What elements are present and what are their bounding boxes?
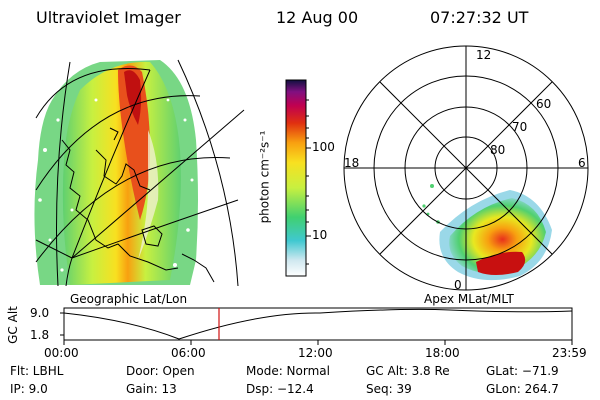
colorbar-tick-10: 10: [312, 228, 328, 242]
mlt-label-12: 12: [476, 48, 492, 62]
lat-label-70: 70: [512, 120, 528, 134]
ip-info: IP: 9.0: [10, 382, 48, 396]
instrument-title: Ultraviolet Imager: [36, 8, 181, 27]
geo-grid: [35, 59, 245, 287]
time-tick-0600: 06:00: [171, 346, 206, 360]
sequence-info: Seq: 39: [366, 382, 412, 396]
polar-plot: [343, 45, 589, 291]
colorbar-unit-label: photon cm⁻²s⁻¹: [257, 130, 272, 224]
altitude-axis-label: GC Alt: [5, 306, 20, 344]
geo-emission-white: [138, 130, 159, 260]
door-info: Door: Open: [126, 364, 195, 378]
polar-spokes: [344, 46, 588, 290]
mlt-label-18: 18: [344, 156, 360, 170]
dsp-info: Dsp: −12.4: [246, 382, 314, 396]
colorbar-ticks: [306, 99, 311, 265]
gc-altitude-info: GC Alt: 3.8 Re: [366, 364, 450, 378]
geographic-panel-label: Geographic Lat/Lon: [70, 292, 188, 306]
geo-emission-peak: [124, 70, 142, 125]
observation-date: 12 Aug 00: [276, 8, 359, 27]
time-tick-0000: 00:00: [44, 346, 79, 360]
geo-emission-band: [62, 61, 181, 285]
time-tick-1200: 12:00: [298, 346, 333, 360]
mlt-label-0: 0: [454, 278, 462, 292]
colorbar-tick-100: 100: [312, 140, 335, 154]
altitude-plot: [60, 307, 573, 345]
altitude-ytick-1-8: 1.8: [30, 328, 50, 342]
geographic-map: [34, 59, 245, 287]
mode-info: Mode: Normal: [246, 364, 330, 378]
time-tick-2359: 23:59: [552, 346, 587, 360]
filter-info: Flt: LBHL: [10, 364, 64, 378]
observation-time: 07:27:32 UT: [430, 8, 529, 27]
geo-speckle: [38, 98, 194, 272]
altitude-ticks: [60, 312, 573, 345]
glat-info: GLat: −71.9: [486, 364, 559, 378]
geo-emission-core: [118, 65, 150, 220]
colorbar: [285, 79, 307, 277]
lat-label-80: 80: [490, 143, 506, 157]
geo-coastline: [61, 127, 215, 283]
gain-info: Gain: 13: [126, 382, 177, 396]
mlt-label-6: 6: [578, 156, 586, 170]
glon-info: GLon: 264.7: [486, 382, 559, 396]
altitude-ytick-9: 9.0: [30, 306, 50, 320]
time-tick-1800: 18:00: [425, 346, 460, 360]
lat-label-60: 60: [536, 97, 552, 111]
apex-panel-label: Apex MLat/MLT: [424, 292, 514, 306]
altitude-curve: [63, 308, 573, 340]
